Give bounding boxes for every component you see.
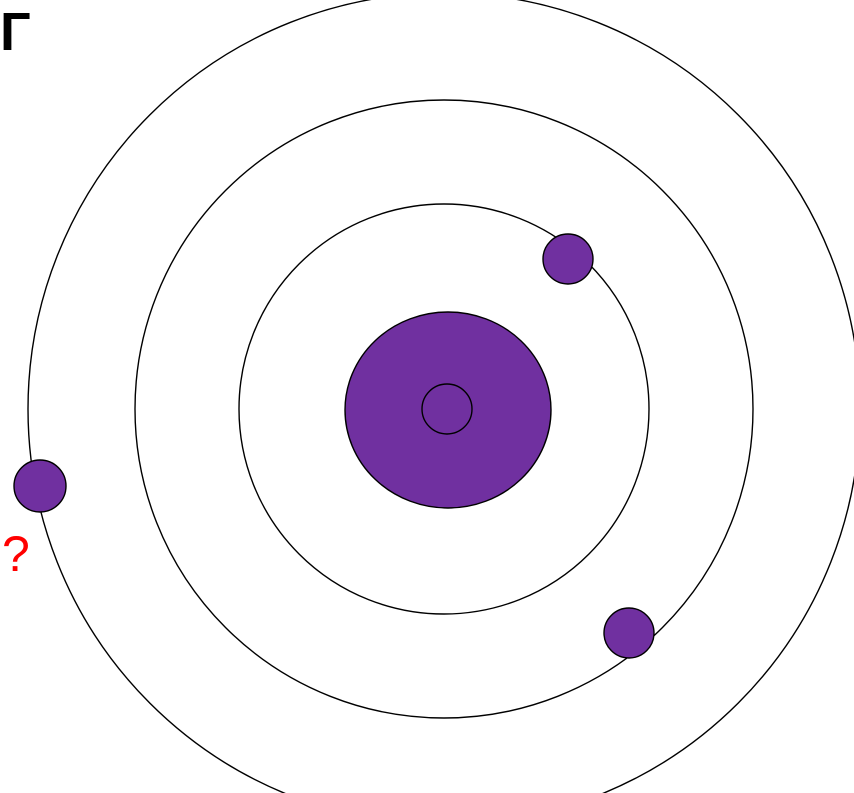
middle-orbit — [134, 99, 754, 719]
nucleus-core — [421, 383, 473, 435]
electron-inner-orbit — [542, 233, 594, 285]
electron-outer-orbit — [13, 459, 67, 513]
question-mark: ? — [2, 526, 30, 582]
outer-orbit — [27, 0, 854, 793]
electron-middle-orbit — [603, 607, 655, 659]
inner-orbit — [238, 203, 650, 615]
corner-letter: Г — [0, 2, 31, 62]
